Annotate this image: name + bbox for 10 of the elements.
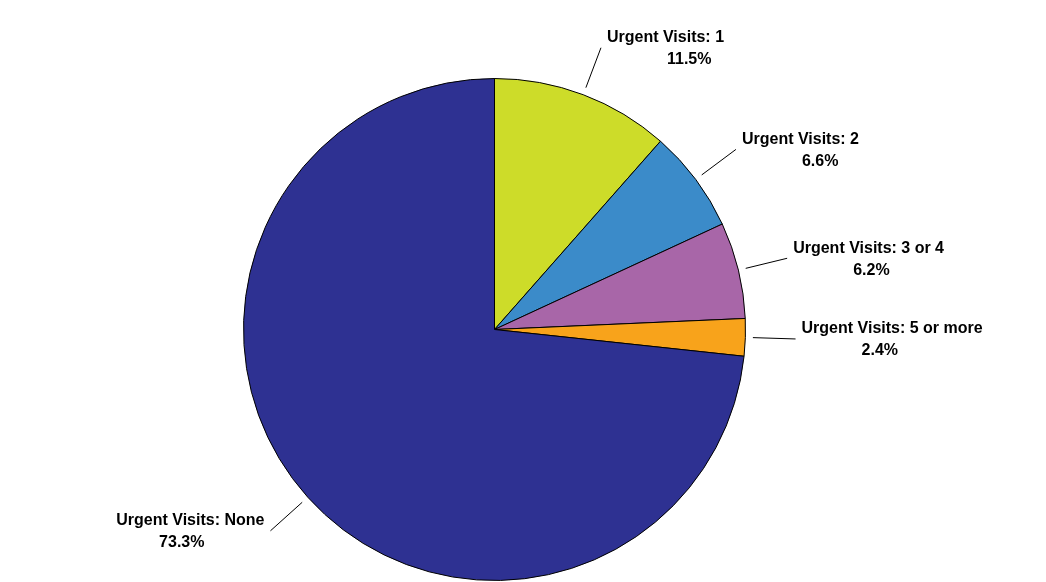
data-label: 6.2% bbox=[853, 260, 890, 278]
slice-label: Urgent Visits: 2 bbox=[741, 129, 860, 147]
slice-label: Urgent Visits: 1 bbox=[606, 28, 725, 46]
data-label: 11.5% bbox=[666, 50, 712, 68]
slice-label: Urgent Visits: None bbox=[116, 511, 265, 529]
data-label: 73.3% bbox=[159, 533, 205, 551]
slice-label: Urgent Visits: 5 or more bbox=[801, 319, 983, 337]
data-label: 6.6% bbox=[801, 151, 839, 169]
data-label: 2.4% bbox=[861, 341, 899, 359]
slice-label: Urgent Visits: 3 or 4 bbox=[793, 238, 945, 256]
